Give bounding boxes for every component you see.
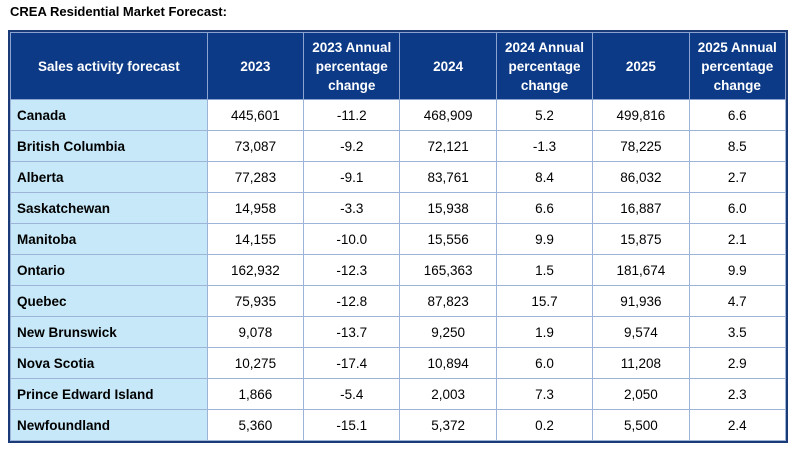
cell-sales-2023: 445,601	[206, 99, 305, 131]
table-row: Canada 445,601 -11.2 468,909 5.2 499,816 6.6	[10, 99, 787, 131]
cell-region: Manitoba	[10, 223, 208, 255]
forecast-table: Sales activity forecast 2023 2023 Annual…	[10, 32, 787, 441]
cell-sales-2025: 15,875	[592, 223, 690, 255]
column-header-2025-change: 2025 Annual percentage change	[688, 32, 787, 100]
cell-change-2024: -1.3	[495, 130, 594, 162]
cell-change-2024: 1.9	[495, 316, 594, 348]
cell-change-2023: -10.0	[303, 223, 401, 255]
cell-region: Ontario	[10, 254, 208, 286]
cell-sales-2025: 78,225	[592, 130, 690, 162]
cell-change-2025: 4.7	[688, 285, 787, 317]
cell-region: Quebec	[10, 285, 208, 317]
cell-sales-2025: 86,032	[592, 161, 690, 193]
cell-sales-2023: 73,087	[206, 130, 305, 162]
cell-change-2024: 5.2	[495, 99, 594, 131]
cell-sales-2024: 2,003	[399, 378, 497, 410]
cell-change-2023: -13.7	[303, 316, 401, 348]
cell-change-2025: 2.3	[688, 378, 787, 410]
cell-change-2024: 0.2	[495, 409, 594, 441]
cell-sales-2023: 10,275	[206, 347, 305, 379]
table-row: British Columbia 73,087 -9.2 72,121 -1.3 78,2…	[10, 130, 787, 162]
cell-change-2023: -11.2	[303, 99, 401, 131]
cell-sales-2024: 10,894	[399, 347, 497, 379]
cell-region: Prince Edward Island	[10, 378, 208, 410]
table-row: Newfoundland 5,360 -15.1 5,372 0.2 5,500 2.4	[10, 409, 787, 441]
cell-change-2023: -5.4	[303, 378, 401, 410]
table-row: Alberta 77,283 -9.1 83,761 8.4 86,032 2.7	[10, 161, 787, 193]
column-header-2024: 2024	[399, 32, 497, 100]
table-row: Quebec 75,935 -12.8 87,823 15.7 91,936 4.7	[10, 285, 787, 317]
cell-sales-2025: 499,816	[592, 99, 690, 131]
cell-region: Canada	[10, 99, 208, 131]
table-title: CREA Residential Market Forecast:	[10, 4, 227, 19]
table-row: Nova Scotia 10,275 -17.4 10,894 6.0 11,208 2.9	[10, 347, 787, 379]
cell-sales-2024: 72,121	[399, 130, 497, 162]
cell-region: Saskatchewan	[10, 192, 208, 224]
cell-change-2025: 6.0	[688, 192, 787, 224]
cell-sales-2024: 5,372	[399, 409, 497, 441]
column-header-2023-change: 2023 Annual percentage change	[303, 32, 401, 100]
header-row: Sales activity forecast 2023 2023 Annual…	[10, 32, 787, 100]
cell-sales-2025: 91,936	[592, 285, 690, 317]
cell-change-2024: 6.0	[495, 347, 594, 379]
cell-region: Nova Scotia	[10, 347, 208, 379]
table-row: Ontario 162,932 -12.3 165,363 1.5 181,674 9.9	[10, 254, 787, 286]
cell-sales-2024: 83,761	[399, 161, 497, 193]
cell-sales-2024: 15,938	[399, 192, 497, 224]
cell-sales-2025: 9,574	[592, 316, 690, 348]
cell-change-2023: -9.2	[303, 130, 401, 162]
cell-region: British Columbia	[10, 130, 208, 162]
cell-sales-2023: 75,935	[206, 285, 305, 317]
cell-change-2025: 8.5	[688, 130, 787, 162]
cell-change-2023: -9.1	[303, 161, 401, 193]
forecast-table-container: Sales activity forecast 2023 2023 Annual…	[8, 30, 788, 443]
cell-change-2025: 2.1	[688, 223, 787, 255]
cell-sales-2024: 15,556	[399, 223, 497, 255]
cell-sales-2023: 14,958	[206, 192, 305, 224]
cell-sales-2023: 9,078	[206, 316, 305, 348]
table-row: Saskatchewan 14,958 -3.3 15,938 6.6 16,887 6.0	[10, 192, 787, 224]
cell-sales-2024: 468,909	[399, 99, 497, 131]
cell-sales-2025: 11,208	[592, 347, 690, 379]
cell-sales-2023: 162,932	[206, 254, 305, 286]
table-row: New Brunswick 9,078 -13.7 9,250 1.9 9,574 3.5	[10, 316, 787, 348]
column-header-region: Sales activity forecast	[10, 32, 208, 100]
cell-change-2025: 2.7	[688, 161, 787, 193]
table-row: Prince Edward Island 1,866 -5.4 2,003 7.3 2,0…	[10, 378, 787, 410]
cell-change-2025: 6.6	[688, 99, 787, 131]
cell-sales-2025: 181,674	[592, 254, 690, 286]
cell-region: New Brunswick	[10, 316, 208, 348]
column-header-2025: 2025	[592, 32, 690, 100]
column-header-2023: 2023	[206, 32, 305, 100]
cell-region: Alberta	[10, 161, 208, 193]
cell-change-2024: 8.4	[495, 161, 594, 193]
cell-change-2025: 2.4	[688, 409, 787, 441]
cell-change-2025: 2.9	[688, 347, 787, 379]
cell-change-2023: -17.4	[303, 347, 401, 379]
cell-change-2023: -15.1	[303, 409, 401, 441]
cell-change-2024: 1.5	[495, 254, 594, 286]
cell-sales-2023: 1,866	[206, 378, 305, 410]
cell-change-2024: 15.7	[495, 285, 594, 317]
table-row: Manitoba 14,155 -10.0 15,556 9.9 15,875 2.1	[10, 223, 787, 255]
cell-sales-2024: 9,250	[399, 316, 497, 348]
cell-sales-2025: 16,887	[592, 192, 690, 224]
cell-change-2025: 9.9	[688, 254, 787, 286]
cell-change-2023: -12.3	[303, 254, 401, 286]
cell-change-2024: 7.3	[495, 378, 594, 410]
cell-sales-2025: 5,500	[592, 409, 690, 441]
cell-change-2024: 6.6	[495, 192, 594, 224]
column-header-2024-change: 2024 Annual percentage change	[495, 32, 594, 100]
cell-sales-2023: 14,155	[206, 223, 305, 255]
cell-change-2025: 3.5	[688, 316, 787, 348]
cell-sales-2023: 77,283	[206, 161, 305, 193]
cell-sales-2023: 5,360	[206, 409, 305, 441]
cell-change-2023: -3.3	[303, 192, 401, 224]
cell-region: Newfoundland	[10, 409, 208, 441]
cell-change-2024: 9.9	[495, 223, 594, 255]
cell-change-2023: -12.8	[303, 285, 401, 317]
cell-sales-2024: 165,363	[399, 254, 497, 286]
cell-sales-2025: 2,050	[592, 378, 690, 410]
cell-sales-2024: 87,823	[399, 285, 497, 317]
